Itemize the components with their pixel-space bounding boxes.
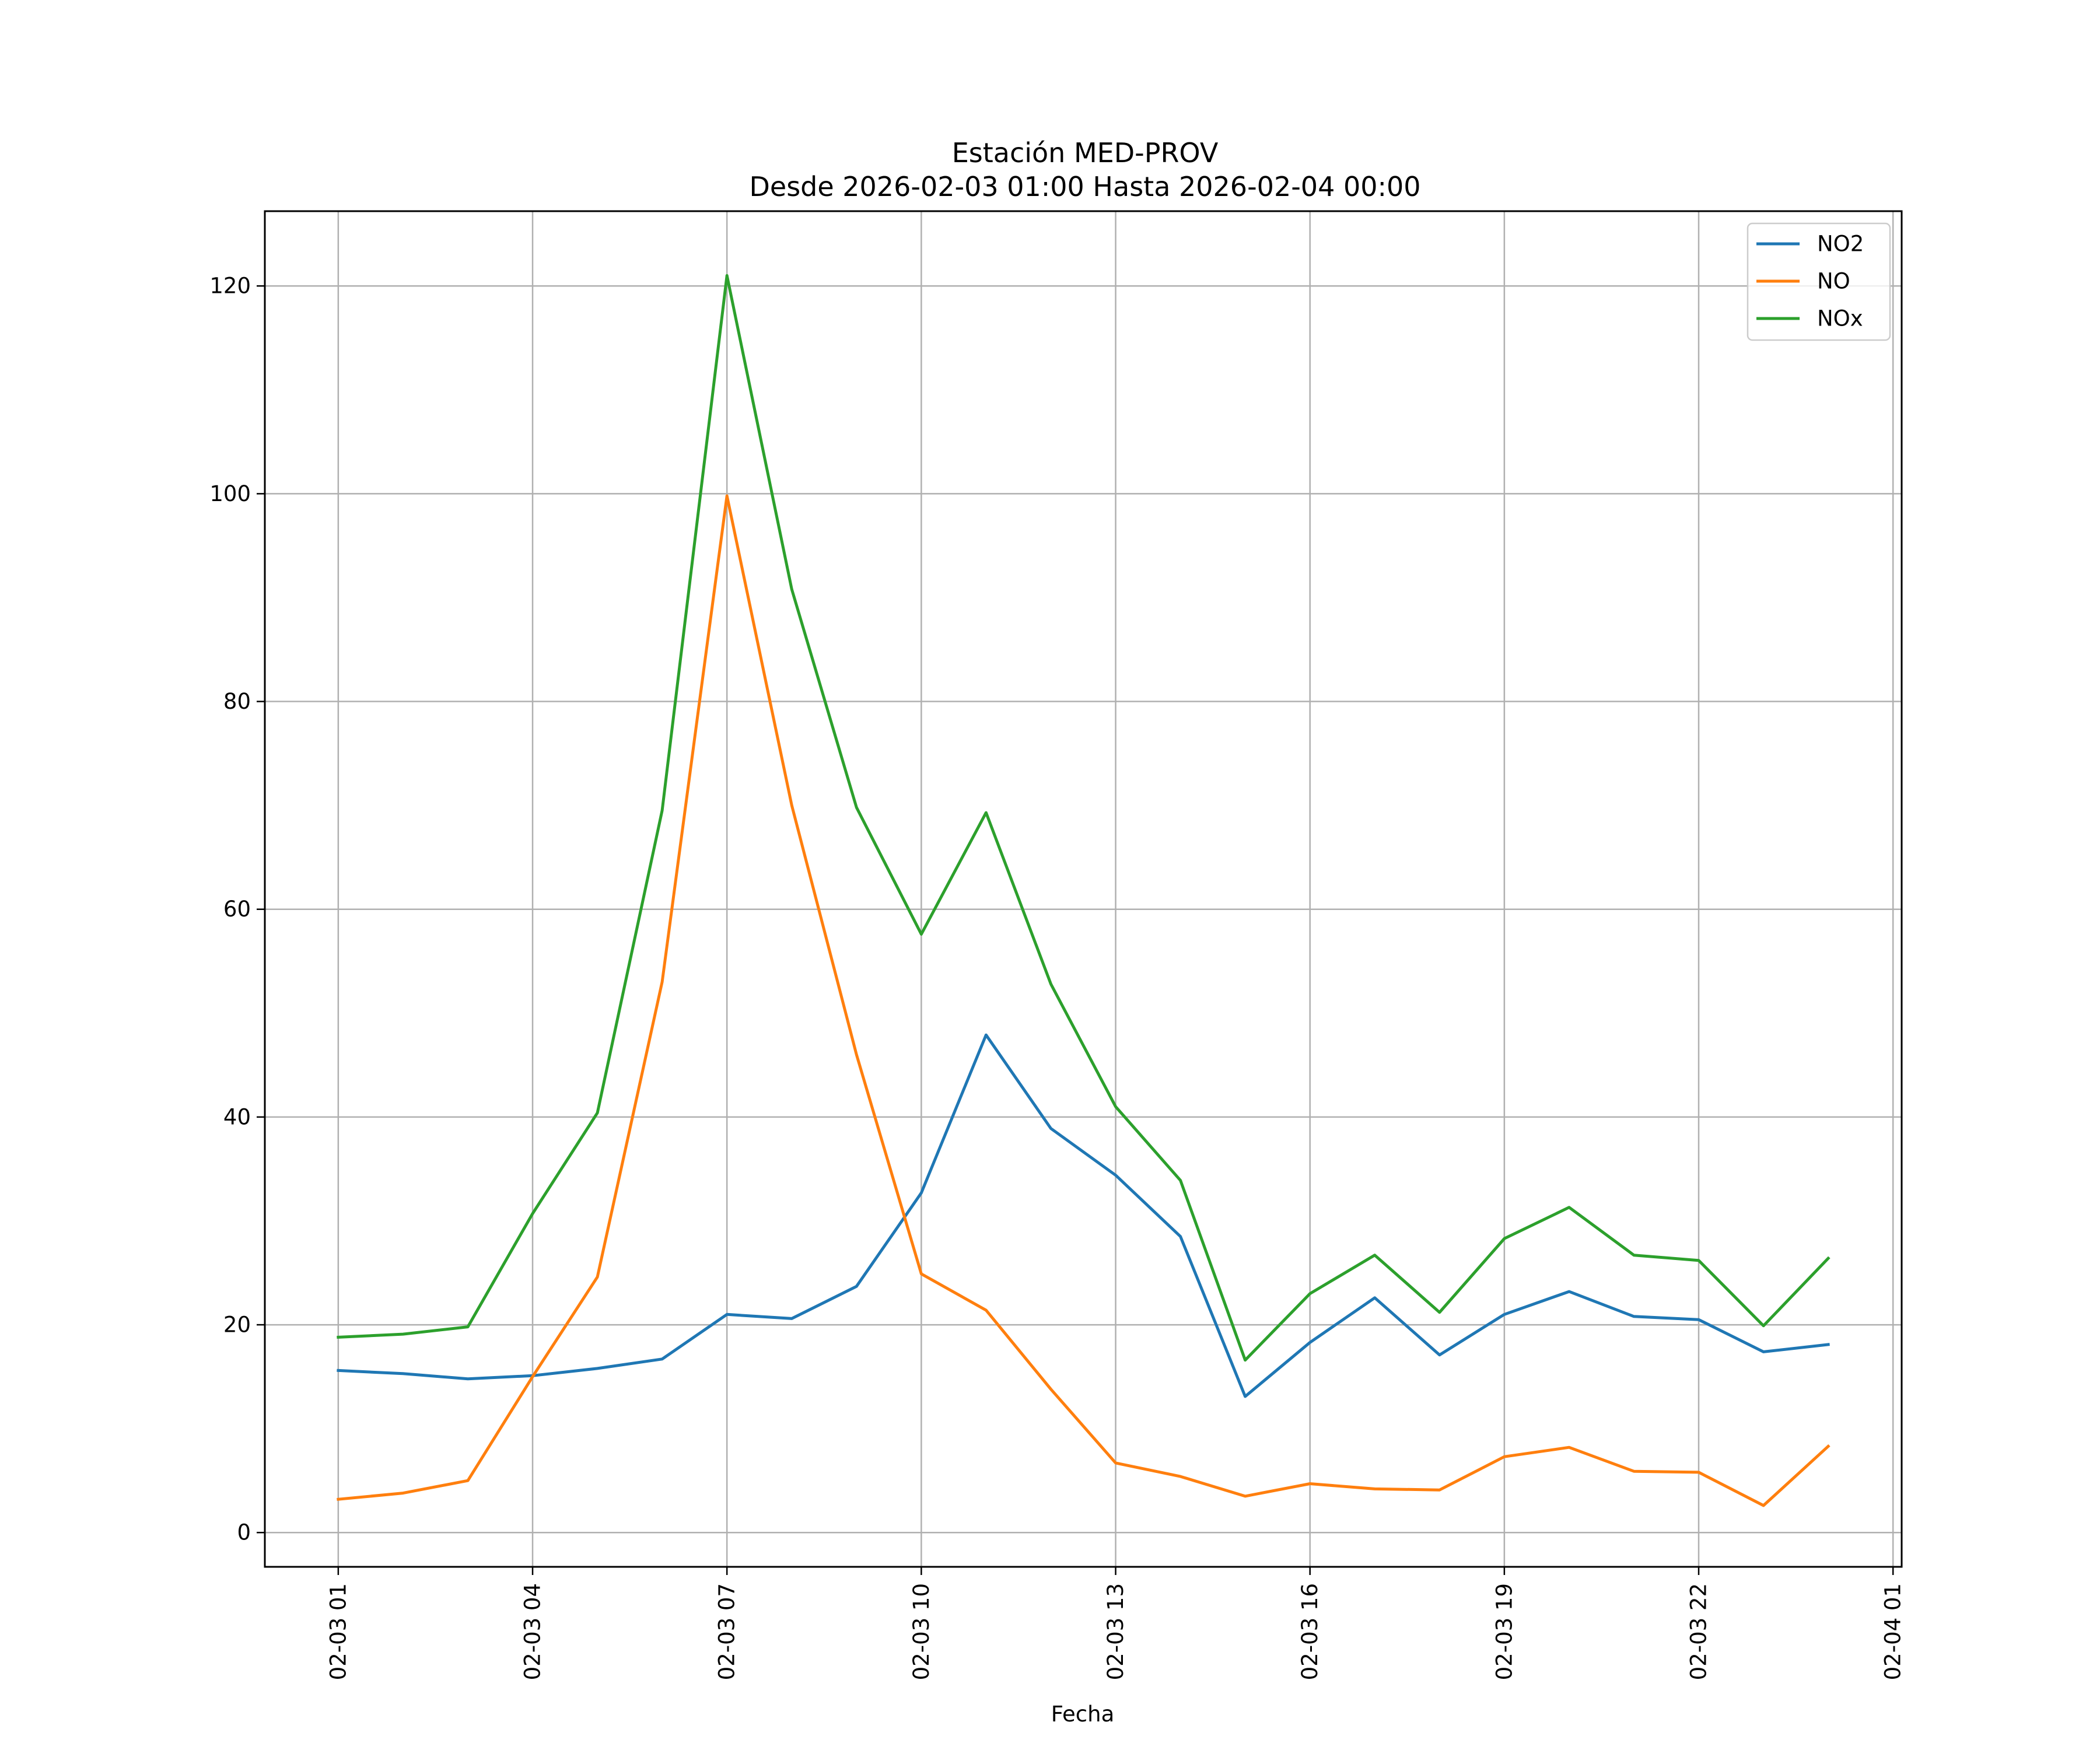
series-lines [337,274,1831,1507]
x-tick-label: 02-03 13 [1103,1583,1128,1680]
series-line-no2 [337,1033,1830,1398]
legend-label: NO [1817,269,1850,294]
x-tick-label: 02-04 01 [1881,1583,1906,1680]
x-tick-label: 02-03 19 [1492,1583,1517,1680]
x-axis-ticks: 02-03 01 02-03 04 02-03 07 02-03 10 02-03 13… [326,1567,1906,1680]
y-tick-label: 40 [223,1104,251,1129]
legend-label: NO2 [1817,232,1864,257]
y-tick-label: 120 [209,274,251,299]
y-tick-label: 100 [209,481,251,506]
x-tick-label: 02-03 04 [520,1583,545,1680]
legend-box [1746,222,1891,341]
x-tick-label: 02-03 07 [715,1583,740,1680]
series-line-nox [337,274,1831,1362]
y-tick-label: 60 [223,897,251,922]
x-tick-label: 02-03 16 [1297,1583,1322,1680]
plot-frame [264,210,1903,1568]
series-line-no [337,494,1831,1507]
y-tick-label: 20 [223,1312,251,1338]
x-tick-label: 02-03 22 [1686,1583,1712,1680]
x-tick-label: 02-03 10 [909,1583,934,1680]
chart-title: Estación MED-PROV [952,137,1219,169]
legend-label: NOx [1817,306,1863,331]
x-tick-label: 02-03 01 [326,1583,351,1680]
y-tick-label: 0 [237,1520,251,1545]
chart-subtitle: Desde 2026-02-03 01:00 Hasta 2026-02-04 … [749,171,1420,202]
x-axis-label: Fecha [1051,1702,1115,1727]
legend: NO2 NO NOx [1746,222,1891,341]
y-axis-ticks: 0 20 40 60 80 100 120 [209,274,265,1545]
grid-lines [265,211,1902,1567]
y-tick-label: 80 [223,689,251,714]
